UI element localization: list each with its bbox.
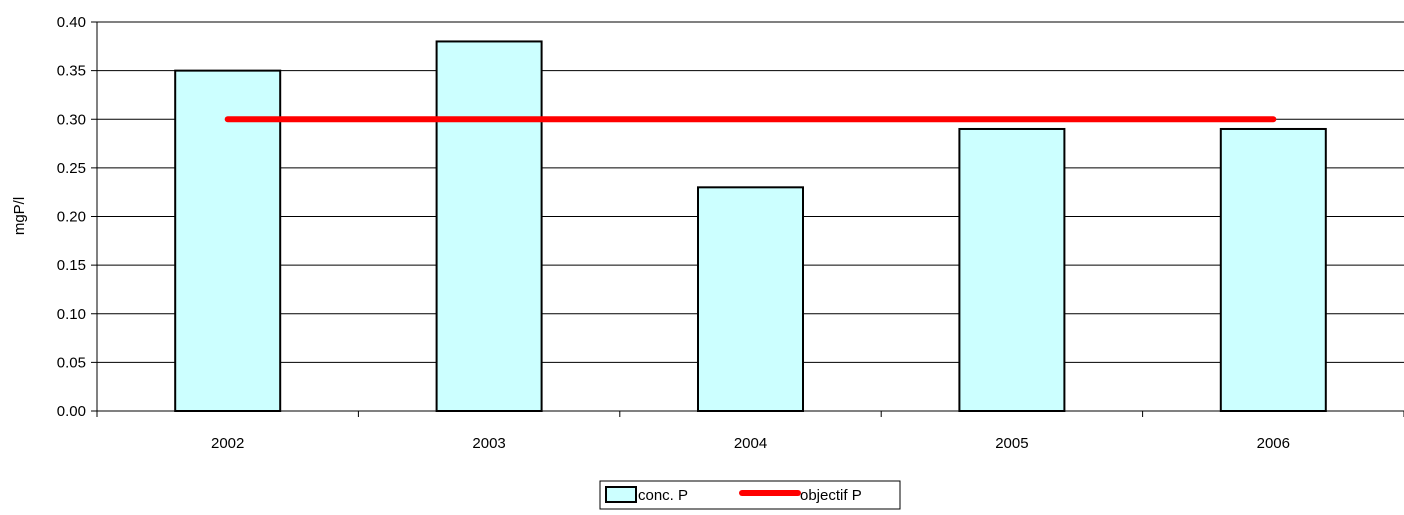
axes: [91, 21, 1404, 417]
x-tick-label: 2002: [211, 435, 244, 452]
y-tick-label: 0.25: [57, 160, 86, 177]
legend-swatch-bar: [605, 486, 637, 503]
x-tick-label: 2006: [1257, 435, 1290, 452]
bar: [435, 40, 543, 412]
x-tick-labels: 2002 2003 2004 2005 2006: [211, 435, 1290, 452]
x-tick-label: 2003: [472, 435, 505, 452]
bar: [1219, 127, 1327, 412]
legend-label-line: objectif P: [800, 487, 862, 504]
y-axis-label: mgP/l: [11, 197, 28, 235]
legend-label-bar: conc. P: [638, 487, 688, 504]
bar-series: [174, 40, 1327, 412]
y-tick-label: 0.40: [57, 14, 86, 31]
y-tick-label: 0.05: [57, 354, 86, 371]
legend: conc. P objectif P: [599, 480, 901, 510]
y-tick-label: 0.35: [57, 63, 86, 80]
y-tick-label: 0.20: [57, 209, 86, 226]
bar: [697, 186, 804, 412]
y-tick-label: 0.30: [57, 111, 86, 128]
x-tick-label: 2005: [995, 435, 1028, 452]
y-tick-labels: 0.00 0.05 0.10 0.15 0.20 0.25 0.30 0.35 0.40: [57, 14, 86, 420]
bar: [174, 69, 282, 412]
y-tick-label: 0.15: [57, 257, 86, 274]
bar: [958, 127, 1066, 412]
y-tick-label: 0.00: [57, 403, 86, 420]
y-tick-label: 0.10: [57, 306, 86, 323]
x-tick-label: 2004: [734, 435, 767, 452]
